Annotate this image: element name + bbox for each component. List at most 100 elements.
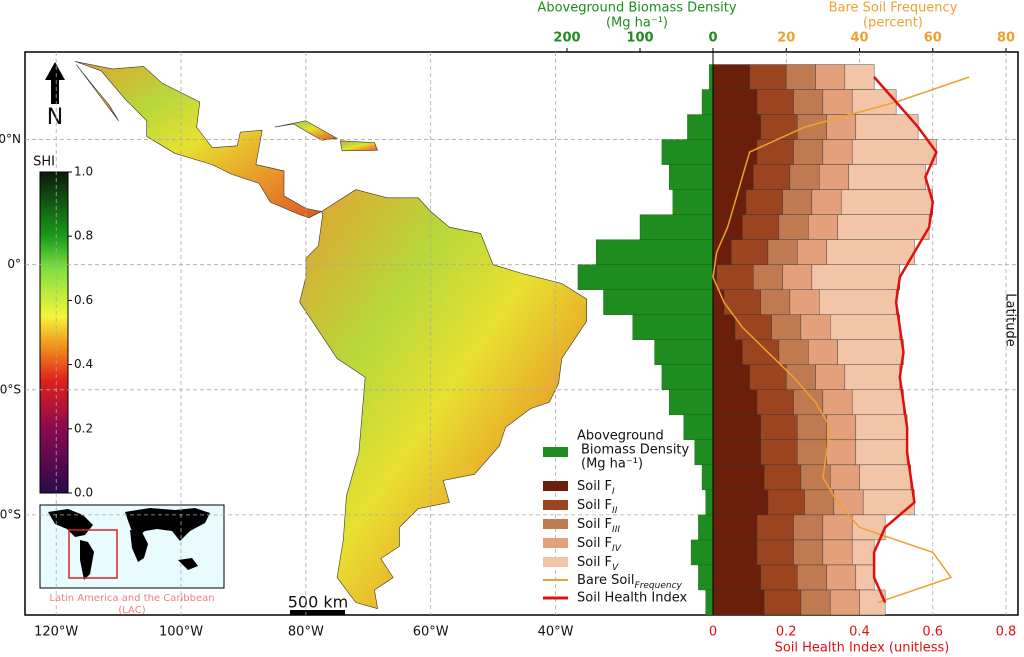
soil-bar xyxy=(742,214,780,240)
soil-bar xyxy=(815,364,846,390)
soil-bar xyxy=(822,514,853,541)
legend-text: Soil F xyxy=(577,479,612,494)
legend-label: Soil FIII xyxy=(577,517,620,535)
soil-bar xyxy=(811,264,900,290)
biomass-bar xyxy=(669,389,714,416)
soil-bar xyxy=(840,189,933,215)
soil-bar xyxy=(786,64,816,90)
soil-bar xyxy=(712,439,761,466)
soil-bar xyxy=(756,139,794,165)
legend-sub: IV xyxy=(612,544,622,554)
colorbar-tick-label: 1.0 xyxy=(74,165,93,179)
soil-bar xyxy=(822,389,853,416)
soil-bar xyxy=(712,114,761,140)
soil-bar xyxy=(789,164,820,190)
shi-tick-label: 0 xyxy=(709,625,717,640)
soil-bar xyxy=(723,289,761,315)
legend-text: Soil F xyxy=(577,517,612,532)
legend-swatch xyxy=(543,557,568,567)
soil-bar xyxy=(760,439,798,466)
x-tick-label: 60°W xyxy=(413,625,449,640)
soil-bar xyxy=(793,139,824,165)
soil-bar xyxy=(822,139,853,165)
soil-bar xyxy=(855,564,875,591)
inset-label: (LAC) xyxy=(118,605,145,616)
biomass-unit: (Mg ha⁻¹) xyxy=(606,16,668,31)
soil-bar xyxy=(756,539,794,566)
biomass-title: Aboveground Biomass Density xyxy=(537,1,736,16)
biomass-bar xyxy=(690,539,714,566)
colorbar-tick-label: 0.4 xyxy=(74,357,93,371)
soil-bar xyxy=(753,264,783,290)
soil-bar xyxy=(833,489,864,516)
soil-bar xyxy=(712,514,758,541)
soil-bar xyxy=(749,64,787,90)
soil-bar xyxy=(764,589,802,616)
legend-text: Soil F xyxy=(577,536,612,551)
x-tick-label: 120°W xyxy=(34,625,78,640)
soil-bar xyxy=(826,439,857,466)
inset-box xyxy=(68,529,118,579)
soil-bar xyxy=(745,189,783,215)
soil-bar xyxy=(782,189,813,215)
legend-swatch xyxy=(543,519,568,529)
colorbar-tick-label: 0.0 xyxy=(74,486,93,500)
legend-swatch xyxy=(543,500,568,510)
soil-bar xyxy=(855,414,908,441)
soil-bar xyxy=(826,239,915,265)
frame xyxy=(24,51,1019,616)
soil-bar xyxy=(764,464,802,491)
north-label: N xyxy=(47,105,63,130)
legend-sub: II xyxy=(612,506,618,516)
biomass-bar xyxy=(632,314,714,340)
soil-bar xyxy=(822,89,853,115)
soil-bar xyxy=(789,289,820,315)
soil-bar xyxy=(712,489,769,516)
bare-title: Bare Soil Frequency xyxy=(829,1,958,16)
y-tick-label: 40°S xyxy=(0,507,21,521)
soil-bar xyxy=(793,539,824,566)
soil-bar xyxy=(822,539,853,566)
legend-sub: V xyxy=(612,563,619,573)
soil-bar xyxy=(844,64,875,90)
soil-bar xyxy=(778,339,809,365)
biomass-bar xyxy=(603,289,714,315)
soil-bar xyxy=(712,164,754,190)
legend-label: Bare SoilFrequency xyxy=(577,573,683,591)
soil-bar xyxy=(851,539,875,566)
biomass-bar xyxy=(672,189,714,215)
soil-bar xyxy=(756,389,794,416)
soil-bar xyxy=(793,514,824,541)
inset-land xyxy=(48,508,210,580)
inset-label: Latin America and the Caribbean xyxy=(49,593,214,604)
soil-bar xyxy=(811,189,842,215)
soil-bar xyxy=(797,439,827,466)
legend-text: Soil F xyxy=(577,555,612,570)
x-tick-label: 40°W xyxy=(538,625,574,640)
soil-bar xyxy=(712,289,725,315)
biomass-bar xyxy=(661,139,714,165)
legend-swatch xyxy=(543,447,568,457)
x-tick-label: 80°W xyxy=(288,625,324,640)
soil-bar xyxy=(731,239,769,265)
colorbar-label: SHI xyxy=(33,155,55,170)
biomass-bar xyxy=(687,114,714,140)
colorbar xyxy=(39,171,69,494)
bare-tick-label: 80 xyxy=(997,31,1015,46)
legend-label: Soil Health Index xyxy=(577,591,687,606)
soil-bar xyxy=(771,314,802,340)
land xyxy=(339,140,379,152)
biomass-bar xyxy=(577,264,714,290)
scale-bar xyxy=(290,610,345,615)
y-tick-label: 20°N xyxy=(0,132,21,146)
bare-tick-label: 40 xyxy=(850,31,868,46)
biomass-tick-label: 100 xyxy=(626,31,653,46)
colorbar-tick-label: 0.8 xyxy=(74,229,93,243)
soil-bar xyxy=(844,364,900,390)
bare-tick-label: 20 xyxy=(777,31,795,46)
legend-label: Soil FIV xyxy=(577,536,622,554)
soil-bar xyxy=(851,389,904,416)
colorbar-tick-label: 0.6 xyxy=(74,293,93,307)
soil-bar xyxy=(830,314,900,340)
biomass-bar xyxy=(661,364,714,390)
